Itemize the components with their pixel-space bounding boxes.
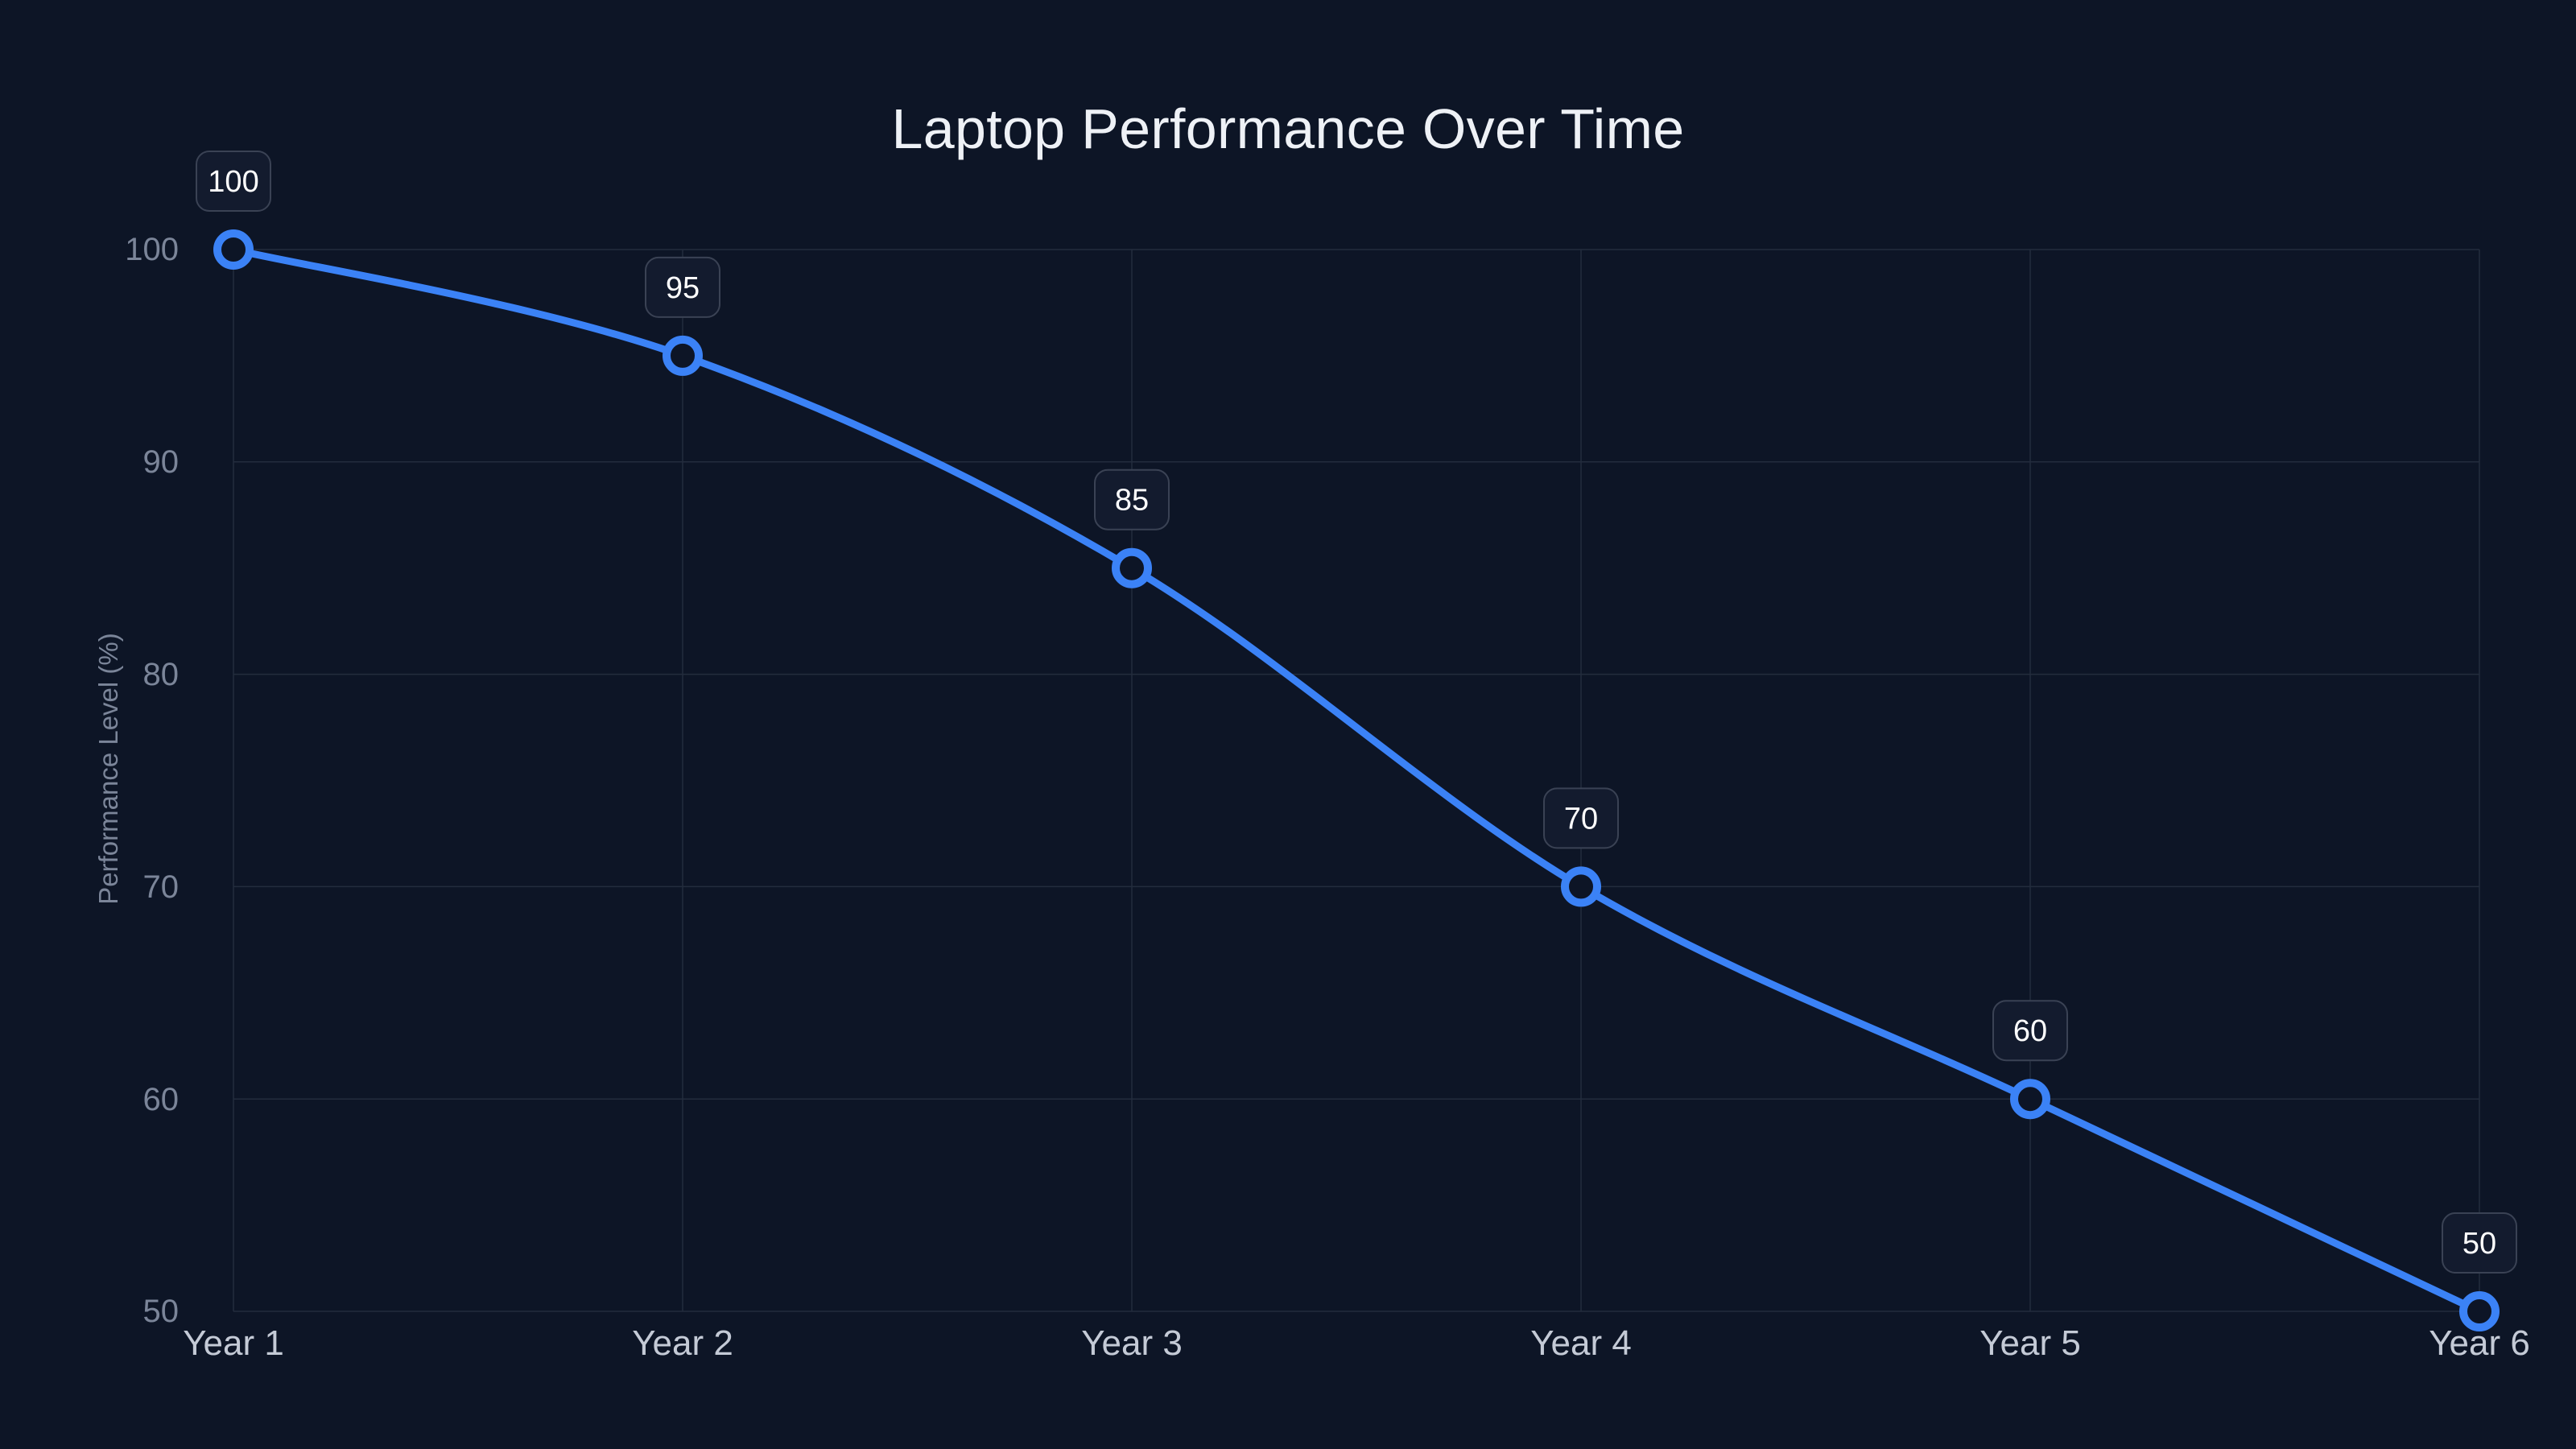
- svg-text:50: 50: [143, 1294, 180, 1329]
- svg-text:Year 1: Year 1: [183, 1323, 284, 1363]
- svg-text:100: 100: [125, 232, 179, 267]
- svg-text:80: 80: [143, 657, 180, 692]
- svg-text:70: 70: [1564, 802, 1598, 836]
- svg-text:60: 60: [2013, 1014, 2047, 1048]
- svg-text:90: 90: [143, 444, 180, 480]
- svg-text:60: 60: [143, 1082, 180, 1117]
- svg-text:50: 50: [2462, 1227, 2496, 1261]
- svg-text:95: 95: [666, 271, 700, 305]
- svg-text:85: 85: [1115, 484, 1149, 518]
- svg-text:70: 70: [143, 869, 180, 905]
- svg-text:Performance Level (%): Performance Level (%): [93, 633, 123, 904]
- svg-text:Year 4: Year 4: [1530, 1323, 1632, 1363]
- svg-text:Year 5: Year 5: [1979, 1323, 2081, 1363]
- svg-text:Year 3: Year 3: [1081, 1323, 1183, 1363]
- svg-text:100: 100: [208, 165, 258, 199]
- svg-text:Year 2: Year 2: [632, 1323, 733, 1363]
